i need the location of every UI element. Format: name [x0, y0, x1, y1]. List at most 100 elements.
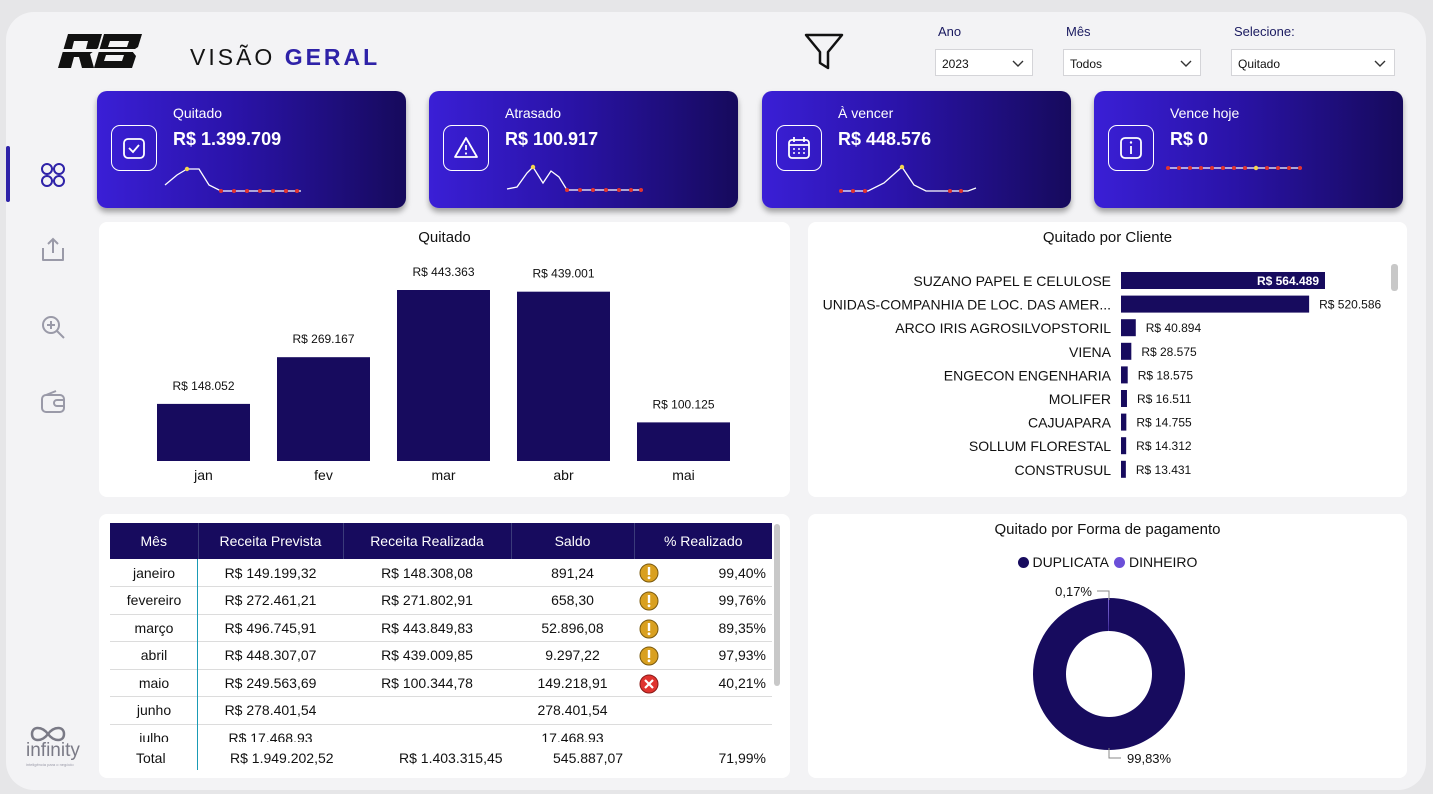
calendar-icon	[776, 125, 822, 171]
warning-icon	[443, 125, 489, 171]
kpi-value: R$ 100.917	[505, 129, 599, 149]
legend-swatch	[1017, 557, 1029, 568]
donut-slice-dinheiro[interactable]	[1108, 598, 1109, 632]
col-header-pct[interactable]: % Realizado	[634, 523, 772, 559]
client-bar[interactable]	[1121, 272, 1325, 289]
col-header-realizada[interactable]: Receita Realizada	[343, 523, 512, 559]
warning-status-icon	[639, 619, 659, 638]
check-calendar-icon	[111, 125, 157, 171]
sidebar-export-icon[interactable]	[38, 235, 68, 265]
kpi-value: R$ 448.576	[838, 129, 932, 149]
table-row[interactable]: maio R$ 249.563,69 R$ 100.344,78 149.218,91…	[110, 669, 772, 697]
table-row[interactable]: junho R$ 278.401,54 278.401,54	[110, 696, 772, 725]
cell-pct: 40,21%	[634, 669, 772, 697]
cell-mes: maio	[110, 669, 198, 697]
client-value-label: R$ 13.431	[1136, 463, 1192, 477]
cell-mes: janeiro	[110, 559, 198, 587]
cell-pct: 89,35%	[634, 614, 772, 642]
legend-item-duplicata[interactable]: DUPLICATA	[1032, 554, 1109, 570]
page-title: VISÃO GERAL	[190, 44, 381, 70]
client-bar[interactable]	[1121, 366, 1128, 384]
pct-value: 99,76%	[718, 592, 766, 609]
cell-realizada: R$ 439.009,85	[343, 641, 511, 670]
monthly-bar-chart: R$ 148.052 jan R$ 269.167 fev R$ 443.363 mar R…	[157, 265, 730, 483]
kpi-sparkline	[839, 164, 977, 193]
client-bar[interactable]	[1121, 295, 1310, 313]
warning-status-icon	[639, 591, 659, 611]
client-name-label: CAJUAPARA	[1028, 415, 1112, 431]
client-chart-card: Quitado por Cliente SUZANO PAPEL E CELUL…	[808, 222, 1407, 497]
pct-value: 40,21%	[718, 674, 766, 691]
x-tick-label: mai	[672, 467, 695, 483]
table-row[interactable]: fevereiro R$ 272.461,21 R$ 271.802,91 658,3…	[110, 586, 772, 615]
table-row[interactable]: janeiro R$ 149.199,32 R$ 148.308,08 891,24 9…	[110, 559, 772, 587]
slicer-status-value: Quitado	[1238, 57, 1281, 71]
infinity-symbol-icon	[30, 726, 66, 742]
client-bar[interactable]	[1121, 342, 1132, 360]
kpi-quitado[interactable]: Quitado R$ 1.399.709	[97, 91, 406, 208]
col-header-mes[interactable]: Mês	[110, 523, 199, 559]
client-bar[interactable]	[1121, 319, 1136, 337]
client-name-label: VIENA	[1069, 344, 1112, 360]
kpi-sparkline	[506, 164, 643, 192]
client-bar[interactable]	[1121, 390, 1127, 407]
slicer-status[interactable]: Quitado	[1231, 49, 1395, 76]
filter-icon[interactable]	[800, 30, 848, 74]
client-value-label: R$ 14.312	[1136, 439, 1192, 453]
x-tick-label: fev	[314, 467, 333, 483]
client-bar[interactable]	[1121, 460, 1126, 478]
kpi-a-vencer[interactable]: À vencer R$ 448.576	[762, 91, 1071, 208]
client-value-label: R$ 18.575	[1138, 368, 1194, 382]
cell-mes: abril	[110, 641, 198, 670]
bar-jan[interactable]	[157, 403, 250, 461]
col-header-saldo[interactable]: Saldo	[511, 523, 635, 559]
leader-line	[1097, 590, 1110, 600]
total-realizada: R$ 1.403.315,45	[399, 750, 503, 766]
client-bar-chart: SUZANO PAPEL E CELULOSE R$ 564.489 UNIDAS-…	[823, 272, 1382, 478]
rb-logo	[56, 34, 144, 68]
x-tick-label: jan	[193, 467, 213, 483]
bar-data-label: R$ 443.363	[412, 265, 474, 279]
infinity-tagline: inteligência para o negócio	[26, 762, 74, 767]
cell-saldo: 891,24	[511, 559, 634, 587]
donut-chart: 0,17% 99,83%	[1033, 584, 1186, 766]
cell-realizada: R$ 100.344,78	[343, 669, 511, 697]
client-bar[interactable]	[1121, 437, 1127, 455]
donut-slice-duplicata[interactable]	[1033, 598, 1186, 750]
client-bar[interactable]	[1121, 413, 1127, 431]
warning-status-icon	[639, 563, 659, 583]
cell-pct: 99,40%	[634, 559, 772, 587]
client-chart-scrollbar[interactable]	[1391, 264, 1398, 291]
sidebar-zoom-icon[interactable]	[38, 312, 68, 342]
slicer-mes[interactable]: Todos	[1063, 49, 1201, 76]
kpi-label: Atrasado	[505, 105, 562, 121]
table-row[interactable]: março R$ 496.745,91 R$ 443.849,83 52.896,08…	[110, 614, 772, 642]
bar-mar[interactable]	[397, 290, 490, 461]
bar-mai[interactable]	[637, 422, 730, 461]
sidebar-wallet-icon[interactable]	[38, 388, 68, 418]
kpi-vence-hoje[interactable]: Vence hoje R$ 0	[1094, 91, 1403, 208]
table-row[interactable]: abril R$ 448.307,07 R$ 439.009,85 9.297,22 9…	[110, 641, 772, 670]
total-label: Total	[136, 750, 166, 766]
kpi-atrasado[interactable]: Atrasado R$ 100.917	[429, 91, 738, 208]
x-tick-label: abr	[553, 467, 574, 483]
col-header-prevista[interactable]: Receita Prevista	[198, 523, 344, 559]
client-value-label: R$ 40.894	[1146, 321, 1202, 335]
slicer-ano-value: 2023	[942, 57, 969, 71]
cell-mes: fevereiro	[110, 586, 198, 615]
cell-pct	[634, 696, 772, 725]
cell-saldo: 278.401,54	[511, 696, 634, 725]
legend-item-dinheiro[interactable]: DINHEIRO	[1128, 554, 1198, 570]
slicer-ano[interactable]: 2023	[935, 49, 1033, 76]
kpi-label: À vencer	[838, 105, 894, 121]
bar-fev[interactable]	[277, 357, 370, 461]
table-scrollbar[interactable]	[774, 524, 780, 686]
info-icon	[1108, 125, 1154, 171]
donut-chart-title: Quitado por Forma de pagamento	[994, 521, 1221, 538]
bar-data-label: R$ 100.125	[652, 397, 714, 411]
bar-abr[interactable]	[517, 291, 610, 461]
sidebar-active-indicator	[6, 146, 10, 202]
sidebar-overview-icon[interactable]	[38, 160, 68, 190]
client-name-label: MOLIFER	[1049, 391, 1111, 407]
kpi-label: Vence hoje	[1170, 105, 1240, 121]
